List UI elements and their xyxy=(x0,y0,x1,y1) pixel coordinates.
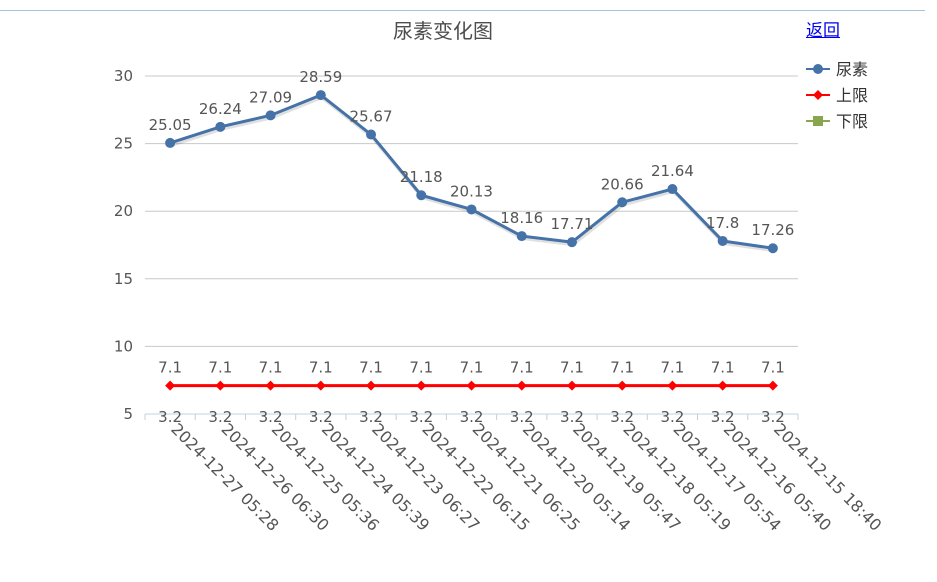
data-point[interactable] xyxy=(165,380,176,391)
data-label: 7.1 xyxy=(259,359,283,377)
data-point[interactable] xyxy=(215,121,226,132)
data-point[interactable] xyxy=(767,380,778,391)
data-point[interactable] xyxy=(617,197,628,208)
data-label: 3.2 xyxy=(660,408,684,426)
data-point[interactable] xyxy=(667,380,678,391)
data-point[interactable] xyxy=(466,204,477,215)
legend-item-尿素[interactable]: 尿素 xyxy=(806,60,868,79)
top-divider xyxy=(0,10,925,11)
data-label: 21.64 xyxy=(651,162,694,180)
legend-label: 尿素 xyxy=(836,60,868,79)
data-point[interactable] xyxy=(617,380,628,391)
data-point[interactable] xyxy=(667,184,678,195)
data-point[interactable] xyxy=(215,380,226,391)
data-label: 17.26 xyxy=(751,221,794,239)
data-label: 25.67 xyxy=(350,108,393,126)
data-label: 28.59 xyxy=(299,68,342,86)
data-point[interactable] xyxy=(366,129,377,140)
data-point[interactable] xyxy=(416,380,427,391)
data-label: 7.1 xyxy=(309,359,333,377)
data-labels: 3.2 3.2 3.2 3.2 3.2 3.2 3.2 3.2 3.2 3.2 3.2 3.2 3.2 7… xyxy=(149,68,795,426)
data-label: 3.2 xyxy=(510,408,534,426)
data-label: 7.1 xyxy=(460,359,484,377)
chart-title: 尿素变化图 xyxy=(393,19,493,43)
y-tick-label: 10 xyxy=(114,337,133,355)
data-point[interactable] xyxy=(265,110,276,121)
data-label: 3.2 xyxy=(359,408,383,426)
data-point[interactable] xyxy=(466,380,477,391)
y-tick-label: 25 xyxy=(114,135,133,153)
data-label: 20.13 xyxy=(450,182,493,200)
data-point[interactable] xyxy=(315,90,326,101)
back-link[interactable]: 返回 xyxy=(806,21,840,41)
data-label: 25.05 xyxy=(149,116,192,134)
data-label: 3.2 xyxy=(711,408,735,426)
data-label: 7.1 xyxy=(610,359,634,377)
data-label: 3.2 xyxy=(460,408,484,426)
legend-item-下限[interactable]: 下限 xyxy=(806,112,868,131)
data-label: 21.18 xyxy=(400,168,443,186)
data-point[interactable] xyxy=(315,380,326,391)
y-tick-label: 5 xyxy=(123,405,133,423)
data-point[interactable] xyxy=(516,231,527,242)
data-label: 20.66 xyxy=(601,175,644,193)
data-label: 3.2 xyxy=(409,408,433,426)
data-label: 3.2 xyxy=(208,408,232,426)
data-point[interactable] xyxy=(767,243,778,254)
data-point[interactable] xyxy=(566,380,577,391)
data-point[interactable] xyxy=(717,235,728,246)
data-label: 3.2 xyxy=(309,408,333,426)
data-label: 17.71 xyxy=(550,215,593,233)
data-label: 7.1 xyxy=(761,359,785,377)
legend-label: 下限 xyxy=(836,112,868,131)
series-尿素 xyxy=(165,90,778,254)
data-label: 7.1 xyxy=(660,359,684,377)
data-label: 17.8 xyxy=(706,214,739,232)
data-label: 3.2 xyxy=(761,408,785,426)
data-point[interactable] xyxy=(366,380,377,391)
data-label: 3.2 xyxy=(259,408,283,426)
data-label: 7.1 xyxy=(359,359,383,377)
data-label: 7.1 xyxy=(409,359,433,377)
y-tick-label: 20 xyxy=(114,202,133,220)
data-label: 7.1 xyxy=(510,359,534,377)
data-label: 3.2 xyxy=(560,408,584,426)
data-point[interactable] xyxy=(717,380,728,391)
data-label: 7.1 xyxy=(711,359,735,377)
legend-marker xyxy=(813,116,823,126)
data-label: 3.2 xyxy=(610,408,634,426)
data-label: 3.2 xyxy=(158,408,182,426)
series-上限 xyxy=(165,380,778,391)
legend-item-上限[interactable]: 上限 xyxy=(806,86,868,105)
data-label: 27.09 xyxy=(249,88,292,106)
data-label: 7.1 xyxy=(158,359,182,377)
data-point[interactable] xyxy=(165,137,176,148)
data-point[interactable] xyxy=(516,380,527,391)
y-axis: 5 10 15 20 25 30 xyxy=(114,67,133,423)
data-label: 26.24 xyxy=(199,100,242,118)
legend-marker xyxy=(813,64,823,74)
data-point[interactable] xyxy=(566,237,577,248)
data-point[interactable] xyxy=(416,190,427,201)
y-tick-label: 15 xyxy=(114,270,133,288)
y-tick-label: 30 xyxy=(114,67,133,85)
data-point[interactable] xyxy=(265,380,276,391)
legend-marker xyxy=(813,90,823,100)
data-label: 7.1 xyxy=(208,359,232,377)
data-label: 18.16 xyxy=(500,209,543,227)
data-label: 7.1 xyxy=(560,359,584,377)
series-layer xyxy=(165,90,778,391)
legend-label: 上限 xyxy=(836,86,868,105)
